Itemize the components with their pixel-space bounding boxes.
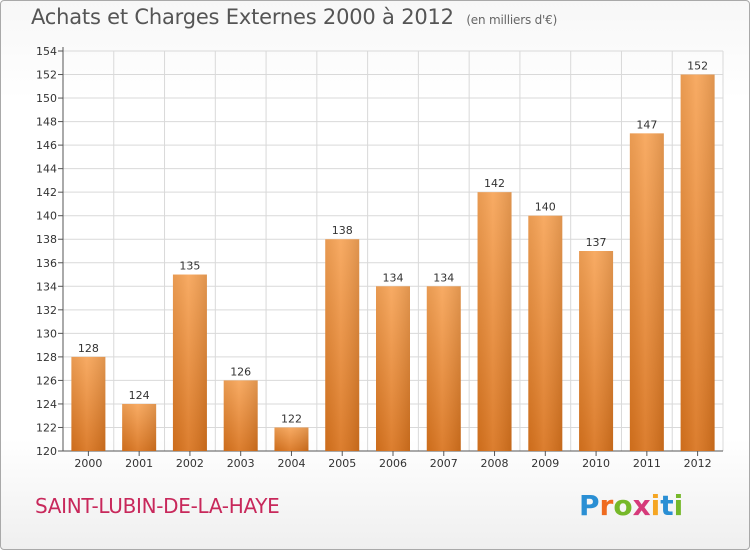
x-tick-label: 2009: [531, 457, 559, 470]
chart-title: Achats et Charges Externes 2000 à 2012 (…: [31, 5, 557, 29]
y-tick-label: 150: [36, 92, 57, 105]
x-tick-label: 2008: [481, 457, 509, 470]
y-tick-label: 144: [36, 163, 57, 176]
y-tick-label: 120: [36, 445, 57, 458]
y-tick-label: 146: [36, 139, 57, 152]
bar-value-label: 135: [179, 260, 200, 273]
bar-shade: [325, 239, 360, 451]
bar-shade: [376, 286, 410, 451]
bar-value-label: 126: [230, 365, 251, 378]
logo-letter: o: [613, 489, 633, 522]
bar-value-label: 140: [535, 201, 556, 214]
logo-letter: i: [673, 489, 684, 522]
y-tick-label: 138: [36, 233, 57, 246]
bar-value-label: 152: [687, 60, 708, 73]
bar-value-label: 134: [383, 271, 404, 284]
x-tick-label: 2004: [277, 457, 305, 470]
y-tick-label: 128: [36, 351, 57, 364]
x-tick-label: 2007: [430, 457, 458, 470]
bar-value-label: 128: [78, 342, 99, 355]
data-labels: 128 124 135 126 122 138 134 134 142 140 137 147 152: [78, 60, 708, 426]
bar-value-label: 137: [586, 236, 607, 249]
bar-shade: [629, 133, 664, 451]
y-tick-label: 154: [36, 45, 57, 58]
bar-shade: [680, 74, 715, 451]
bar-shade: [477, 192, 512, 452]
y-tick-label: 122: [36, 421, 57, 434]
x-tick-label: 2012: [684, 457, 712, 470]
bar-shade: [426, 286, 461, 451]
y-tick-label: 130: [36, 327, 57, 340]
x-tick-label: 2006: [379, 457, 407, 470]
logo-letter: x: [632, 489, 651, 522]
y-tick-label: 152: [36, 69, 57, 82]
y-tick-label: 132: [36, 304, 57, 317]
bar-value-label: 124: [129, 389, 150, 402]
bar-value-label: 138: [332, 224, 353, 237]
y-tick-label: 124: [36, 398, 57, 411]
x-tick-label: 2003: [227, 457, 255, 470]
y-tick-label: 126: [36, 374, 57, 387]
y-tick-label: 142: [36, 186, 57, 199]
logo-letter: i: [650, 489, 661, 522]
bar-value-label: 147: [636, 118, 657, 131]
bar-shade: [274, 427, 309, 451]
y-tick-label: 148: [36, 116, 57, 129]
x-tick-label: 2002: [176, 457, 204, 470]
x-tick-label: 2011: [633, 457, 661, 470]
bar-shade: [528, 215, 563, 451]
commune-name: SAINT-LUBIN-DE-LA-HAYE: [35, 494, 280, 518]
logo-letter: t: [660, 489, 674, 522]
bar-shade: [71, 356, 106, 451]
bar-value-label: 134: [433, 271, 454, 284]
proxiti-logo: Proxiti: [579, 489, 683, 522]
y-tick-label: 140: [36, 210, 57, 223]
x-tick-label: 2000: [74, 457, 102, 470]
bar-shade: [579, 251, 614, 451]
chart-title-text: Achats et Charges Externes 2000 à 2012: [31, 5, 454, 29]
x-tick-label: 2001: [125, 457, 153, 470]
y-tick-label: 136: [36, 257, 57, 270]
bar-shade: [172, 274, 207, 451]
bar-value-label: 122: [281, 412, 302, 425]
logo-letter: P: [579, 489, 600, 522]
bar-value-label: 142: [484, 177, 505, 190]
x-tick-label: 2010: [582, 457, 610, 470]
axes: 120 122 124 126 128 130 132 134 136 138 140 142 144 1…: [36, 45, 723, 470]
bar-shade: [223, 380, 258, 451]
logo-letter: r: [599, 489, 614, 522]
bar-shade: [122, 403, 157, 451]
bars: [71, 74, 715, 452]
chart-subtitle: (en milliers d'€): [466, 13, 558, 27]
y-tick-label: 134: [36, 280, 57, 293]
x-tick-label: 2005: [328, 457, 356, 470]
